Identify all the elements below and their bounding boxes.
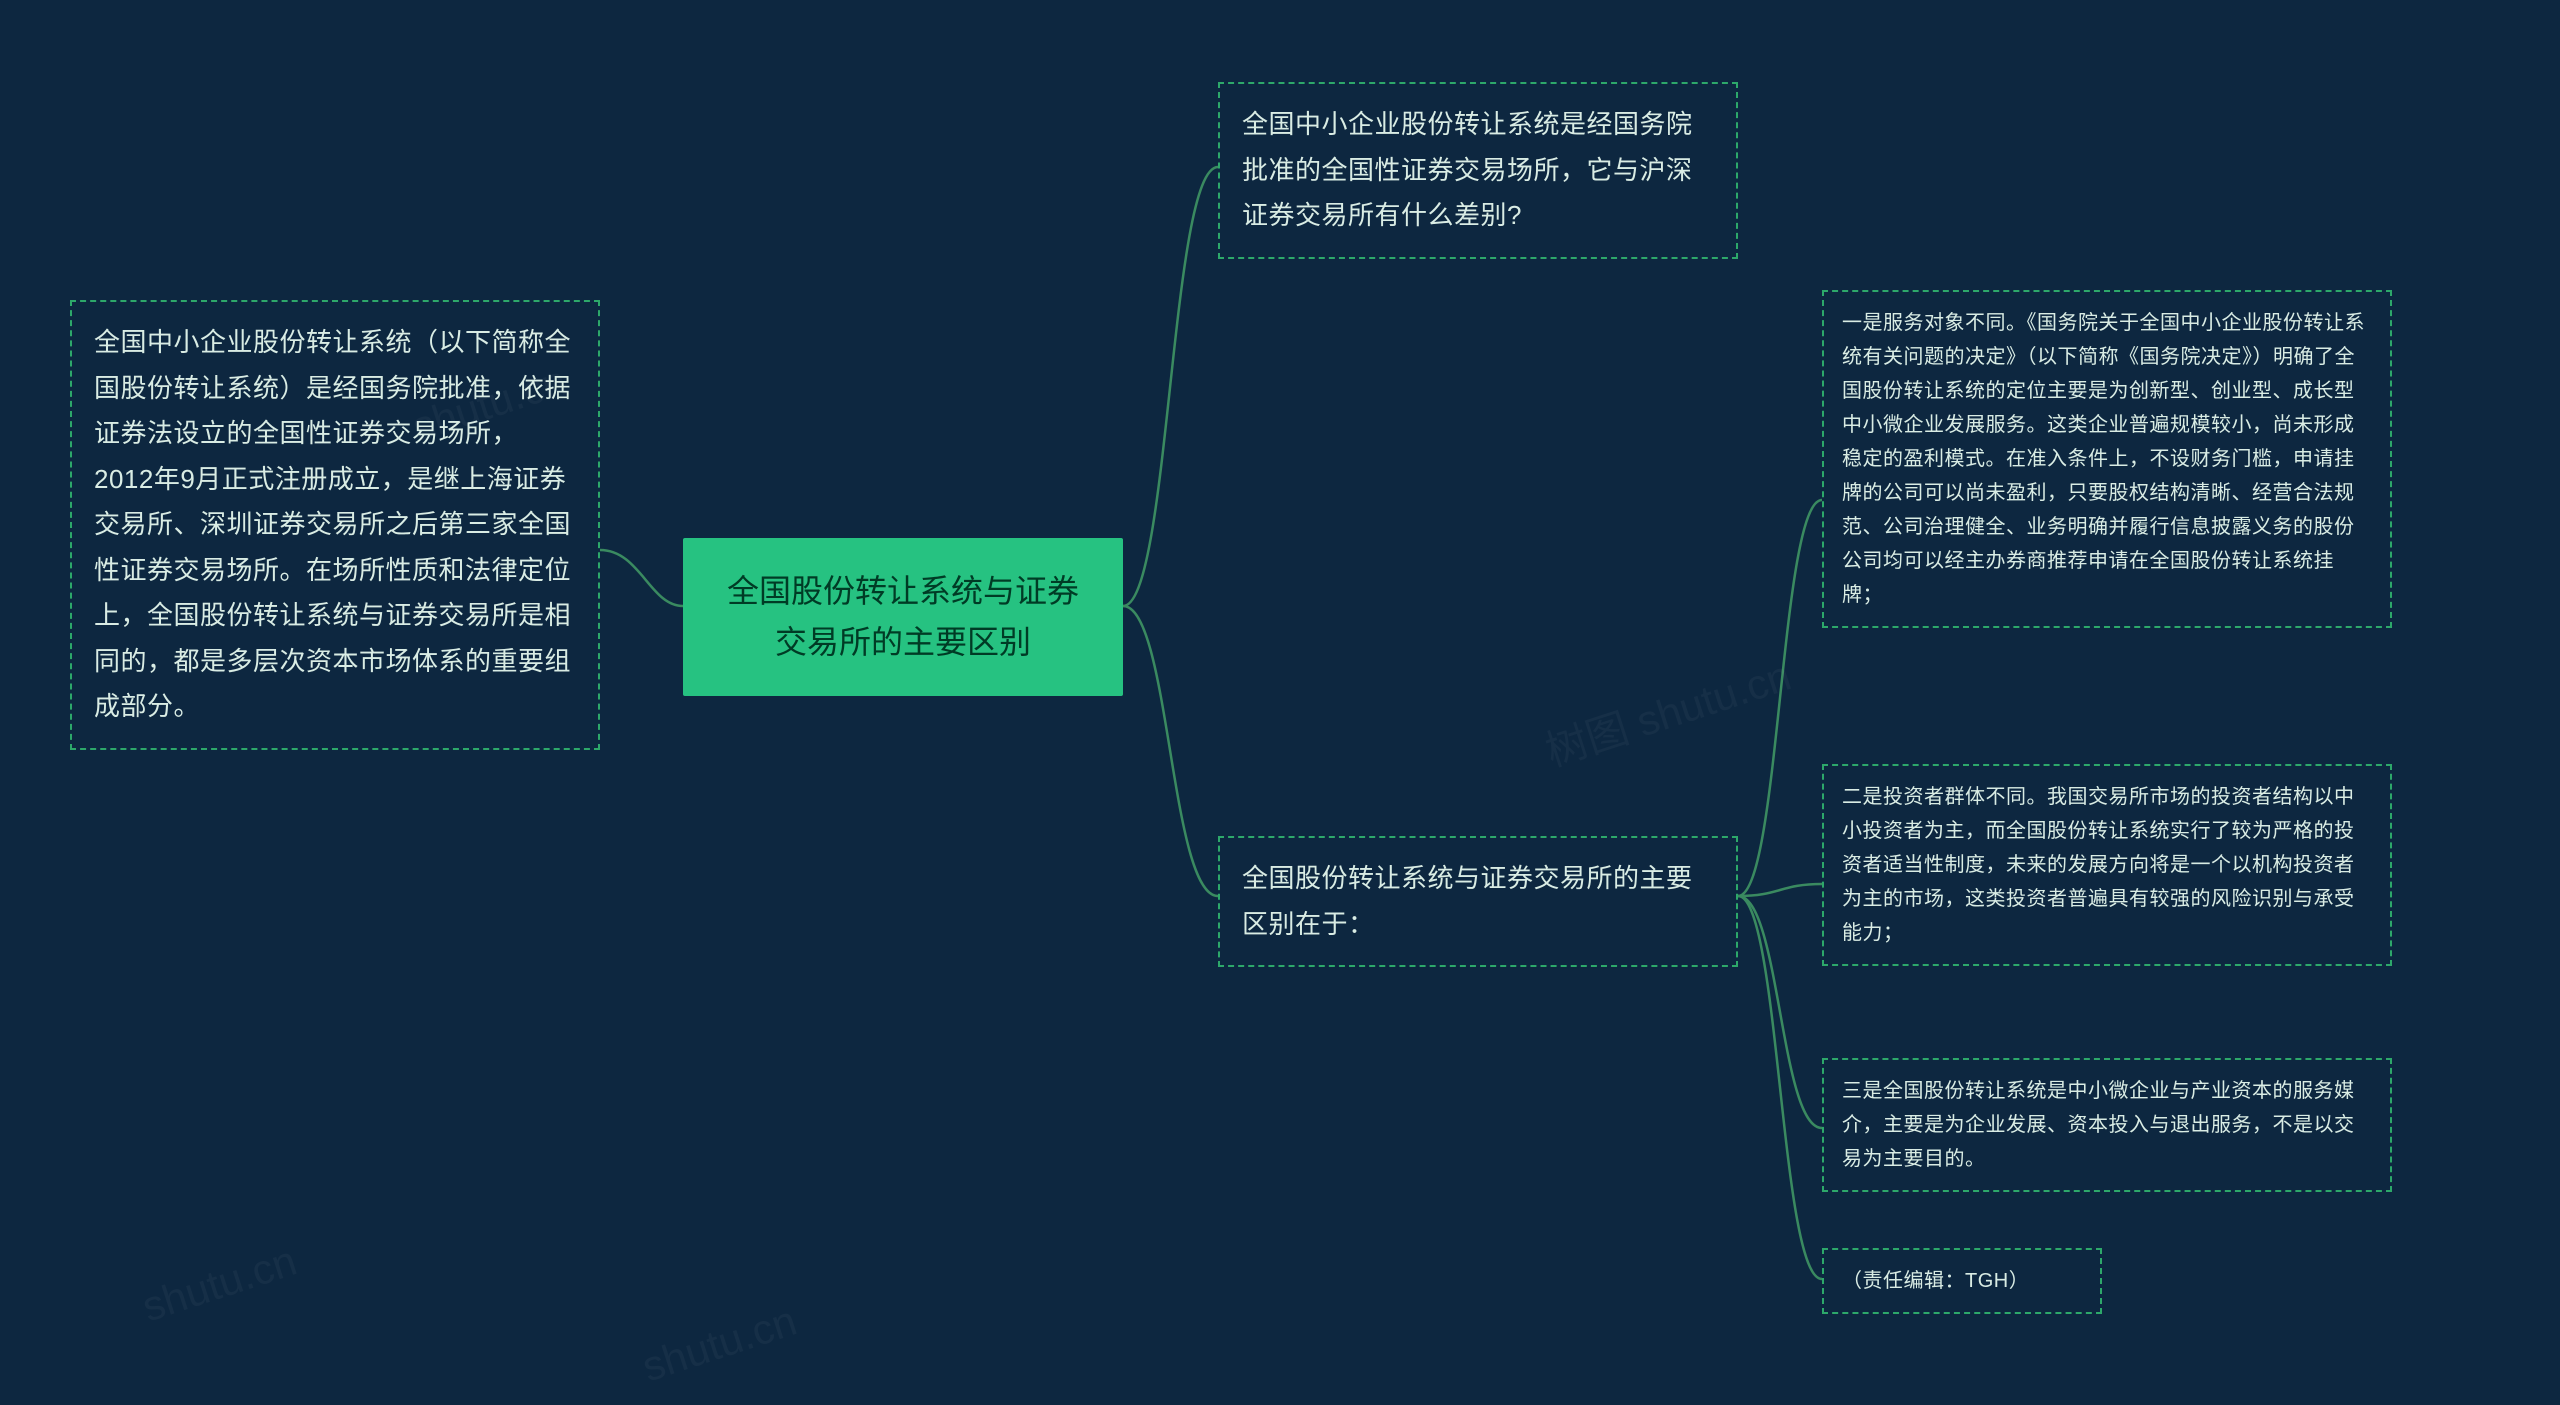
- right-bottom-heading-node: 全国股份转让系统与证券交易所的主要区别在于：: [1218, 836, 1738, 967]
- root-node: 全国股份转让系统与证券交易所的主要区别: [683, 538, 1123, 696]
- leaf-node-4: （责任编辑：TGH）: [1822, 1248, 2102, 1314]
- left-overview-node: 全国中小企业股份转让系统（以下简称全国股份转让系统）是经国务院批准，依据证券法设…: [70, 300, 600, 750]
- leaf-node-2: 二是投资者群体不同。我国交易所市场的投资者结构以中小投资者为主，而全国股份转让系…: [1822, 764, 2392, 966]
- mindmap-canvas: 全国股份转让系统与证券交易所的主要区别 全国中小企业股份转让系统（以下简称全国股…: [0, 0, 2560, 1405]
- right-top-question-node: 全国中小企业股份转让系统是经国务院批准的全国性证券交易场所，它与沪深证券交易所有…: [1218, 82, 1738, 259]
- watermark-text: shutu.cn: [636, 1297, 802, 1392]
- leaf-node-3: 三是全国股份转让系统是中小微企业与产业资本的服务媒介，主要是为企业发展、资本投入…: [1822, 1058, 2392, 1192]
- watermark-text: shutu.cn: [136, 1237, 302, 1332]
- watermark-text: 树图 shutu.cn: [1537, 642, 1798, 779]
- leaf-node-1: 一是服务对象不同。《国务院关于全国中小企业股份转让系统有关问题的决定》（以下简称…: [1822, 290, 2392, 628]
